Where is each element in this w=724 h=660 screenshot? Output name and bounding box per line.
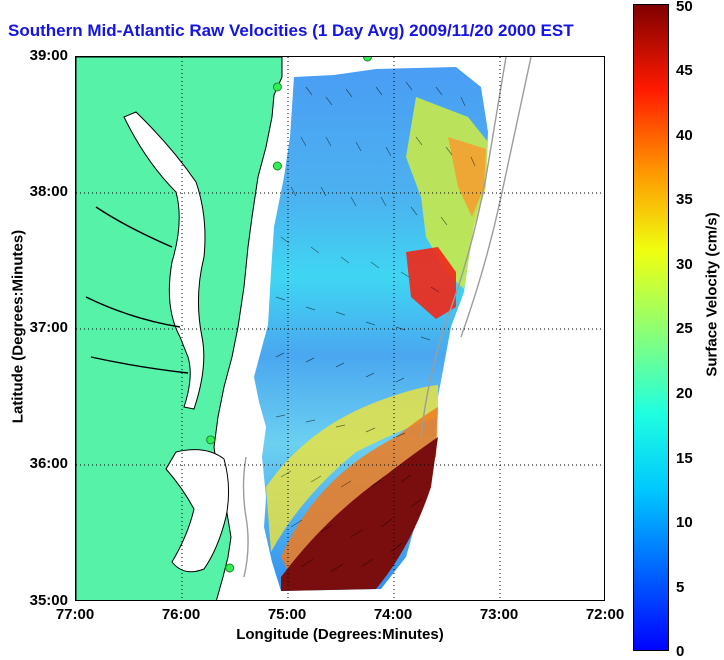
velocity-transition-band [266, 385, 438, 552]
colorbar-tick-label: 30 [676, 256, 693, 273]
colorbar-tick-label: 35 [676, 191, 693, 208]
bathymetry-contour-1 [420, 57, 507, 438]
y-axis-label: Latitude (Degrees:Minutes) [9, 229, 27, 424]
x-tick-label: 74:00 [373, 606, 413, 623]
station-markers [206, 57, 372, 573]
colorbar-tick-label: 0 [676, 643, 685, 660]
x-tick-label: 76:00 [161, 606, 201, 623]
bay-area [123, 111, 206, 410]
station-marker [363, 57, 372, 62]
vector-arrows [275, 81, 476, 573]
y-tick-label: 35:00 [29, 592, 68, 609]
colorbar-label: Surface Velocity (cm/s) [703, 212, 721, 377]
bay-inlet-3 [90, 356, 189, 374]
lat-lon-grid [76, 57, 604, 600]
map-svg [76, 57, 604, 600]
colorbar-tick-label: 20 [676, 385, 693, 402]
station-marker [272, 161, 282, 171]
y-tick-label: 36:00 [29, 455, 68, 472]
sound-area [165, 449, 230, 573]
y-tick-label: 39:00 [29, 47, 68, 64]
y-tick-label: 38:00 [29, 183, 68, 200]
colorbar-tick-label: 45 [676, 62, 693, 79]
x-tick-label: 77:00 [55, 606, 95, 623]
station-marker [225, 563, 235, 573]
x-tick-label: 75:00 [267, 606, 307, 623]
station-marker [272, 82, 282, 92]
x-tick-label: 73:00 [479, 606, 519, 623]
velocity-gulfstream [281, 437, 438, 591]
colorbar-tick-label: 10 [676, 514, 693, 531]
velocity-hot-ne [448, 137, 486, 217]
colorbar-tick-label: 25 [676, 320, 693, 337]
bathymetry-contour-2 [460, 57, 532, 338]
bay-inlet-2 [85, 296, 181, 328]
colorbar-tick-label: 15 [676, 450, 693, 467]
colorbar-tick-label: 50 [676, 0, 693, 15]
colorbar-tick-label: 5 [676, 579, 685, 596]
plot-title: Southern Mid-Atlantic Raw Velocities (1 … [8, 21, 574, 40]
y-tick-label: 37:00 [29, 319, 68, 336]
bay-inlet-1 [95, 206, 173, 248]
colorbar-tick-label: 40 [676, 127, 693, 144]
x-tick-label: 72:00 [585, 606, 625, 623]
colorbar [633, 4, 669, 651]
x-axis-label: Longitude (Degrees:Minutes) [236, 626, 444, 643]
map-plot-area [75, 56, 605, 601]
velocity-red-patch [406, 247, 456, 319]
station-marker [206, 435, 216, 445]
bathymetry-contour-3 [242, 456, 249, 578]
